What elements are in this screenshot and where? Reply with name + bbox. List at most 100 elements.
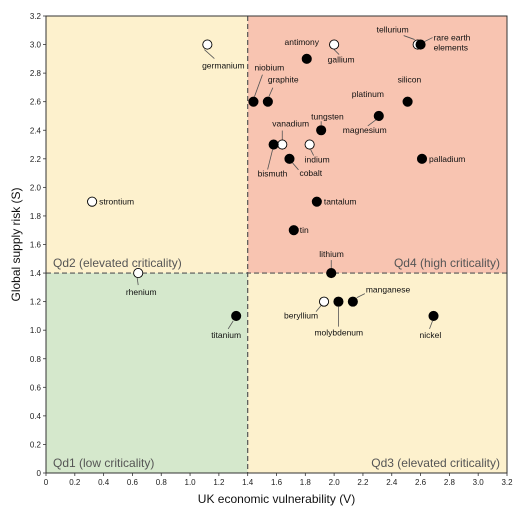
tin-label: tin <box>300 225 309 235</box>
rhenium-point <box>133 268 144 279</box>
niobium-label: niobium <box>254 63 284 73</box>
strontium-point <box>87 196 98 207</box>
rare-earth-elements-point <box>415 39 426 50</box>
threshold-lines <box>46 16 507 473</box>
cobalt-leader <box>292 162 299 171</box>
x-tick-label: 2.2 <box>357 478 369 487</box>
silicon-label: silicon <box>398 75 422 85</box>
y-tick-label: 3.0 <box>30 41 42 50</box>
rare-earth-elements-leader <box>424 37 433 42</box>
rhenium-leader <box>136 278 139 286</box>
graphite-label: graphite <box>268 75 299 85</box>
tantalum-label: tantalum <box>324 197 357 207</box>
germanium-label: germanium <box>202 61 245 71</box>
germanium-leader <box>204 49 215 59</box>
gallium-point <box>329 39 340 50</box>
data-points <box>87 39 439 321</box>
rhenium-label: rhenium <box>126 287 157 297</box>
cobalt-point <box>284 153 295 164</box>
x-tick-label: 0.8 <box>156 478 168 487</box>
x-tick-label: 2.8 <box>444 478 456 487</box>
molybdenum-point <box>333 296 344 307</box>
x-tick-label: 0.6 <box>127 478 139 487</box>
nickel-point <box>428 310 439 321</box>
molybdenum-label: molybdenum <box>314 328 363 338</box>
nickel-label: nickel <box>420 330 442 340</box>
qd1-background <box>46 273 248 473</box>
y-tick-label: 1.2 <box>30 298 42 307</box>
y-tick-label: 2.4 <box>30 126 42 135</box>
tungsten-point <box>316 125 327 136</box>
x-tick-label: 1.0 <box>185 478 197 487</box>
lithium-point <box>326 268 337 279</box>
tin-point <box>288 225 299 236</box>
x-axis-ticks: 0 0.2 0.4 0.6 0.8 1.0 1.2 1.4 1.6 1.8 2.0 2.2 2.4 2.6… <box>44 473 513 487</box>
titanium-label: titanium <box>211 330 241 340</box>
qd3-label: Qd3 (elevated criticality) <box>371 456 500 470</box>
lithium-label: lithium <box>319 249 344 259</box>
vanadium-label: vanadium <box>272 119 309 129</box>
x-axis-label: UK economic vulnerability (V) <box>198 492 355 506</box>
manganese-label: manganese <box>366 285 411 295</box>
tungsten-label: tungsten <box>311 111 344 121</box>
bismuth-leader <box>267 149 274 170</box>
magnesium-leader <box>367 119 377 127</box>
y-tick-label: 0.8 <box>30 355 42 364</box>
indium-point <box>304 139 315 150</box>
platinum-point <box>373 110 384 122</box>
x-tick-label: 1.2 <box>213 478 225 487</box>
nickel-leader <box>429 320 433 330</box>
x-tick-label: 0.2 <box>69 478 81 487</box>
palladium-point <box>416 153 428 164</box>
y-tick-label: 1.4 <box>30 269 42 278</box>
y-tick-label: 3.2 <box>30 12 42 21</box>
beryllium-leader <box>315 305 322 312</box>
cobalt-label: cobalt <box>299 168 322 178</box>
titanium-leader <box>227 320 234 330</box>
manganese-point <box>347 296 358 307</box>
x-tick-label: 1.6 <box>271 478 283 487</box>
antimony-point <box>301 53 312 64</box>
tellurium-leader <box>403 35 415 40</box>
y-tick-label: 2.0 <box>30 183 42 192</box>
antimony-label: antimony <box>285 37 320 47</box>
platinum-label: platinum <box>352 89 384 99</box>
qd1-label: Qd1 (low criticality) <box>53 456 154 470</box>
x-tick-label: 3.0 <box>473 478 485 487</box>
gallium-leader <box>333 49 340 55</box>
indium-leader <box>310 149 314 156</box>
point-labels: germanium strontium rhenium titanium antimon… <box>99 25 471 340</box>
y-tick-label: 2.2 <box>30 155 42 164</box>
bismuth-label: bismuth <box>258 169 288 179</box>
beryllium-point <box>318 296 330 307</box>
y-tick-label: 0 <box>37 469 42 478</box>
y-tick-label: 0.4 <box>30 412 42 421</box>
y-tick-label: 0.6 <box>30 383 42 392</box>
y-tick-label: 2.6 <box>30 98 42 107</box>
x-tick-label: 1.8 <box>300 478 312 487</box>
graphite-point <box>262 96 273 107</box>
niobium-leader <box>254 74 263 97</box>
x-tick-label: 0.4 <box>98 478 110 487</box>
x-tick-label: 2.4 <box>386 478 398 487</box>
y-axis-ticks: 0 0.2 0.4 0.6 0.8 1.0 1.2 1.4 1.6 1.8 2.0 2.2 2.4 2.6… <box>30 12 46 478</box>
x-tick-label: 0 <box>44 478 49 487</box>
label-leader-lines <box>136 35 433 330</box>
silicon-point <box>402 96 413 107</box>
strontium-label: strontium <box>99 197 134 207</box>
vanadium-point <box>277 139 288 150</box>
tantalum-point <box>311 196 322 207</box>
x-tick-label: 1.4 <box>242 478 254 487</box>
magnesium-label: magnesium <box>343 125 387 135</box>
y-axis-label: Global supply risk (S) <box>9 187 23 301</box>
x-tick-label: 2.0 <box>329 478 341 487</box>
y-tick-label: 0.2 <box>30 440 42 449</box>
y-tick-label: 2.8 <box>30 69 42 78</box>
quadrant-labels: Qd1 (low criticality) Qd2 (elevated criti… <box>53 256 500 470</box>
niobium-point <box>248 96 259 107</box>
gallium-label: gallium <box>328 55 355 65</box>
y-tick-label: 1.0 <box>30 326 42 335</box>
tellurium-label: tellurium <box>377 25 409 35</box>
beryllium-label: beryllium <box>284 311 318 321</box>
